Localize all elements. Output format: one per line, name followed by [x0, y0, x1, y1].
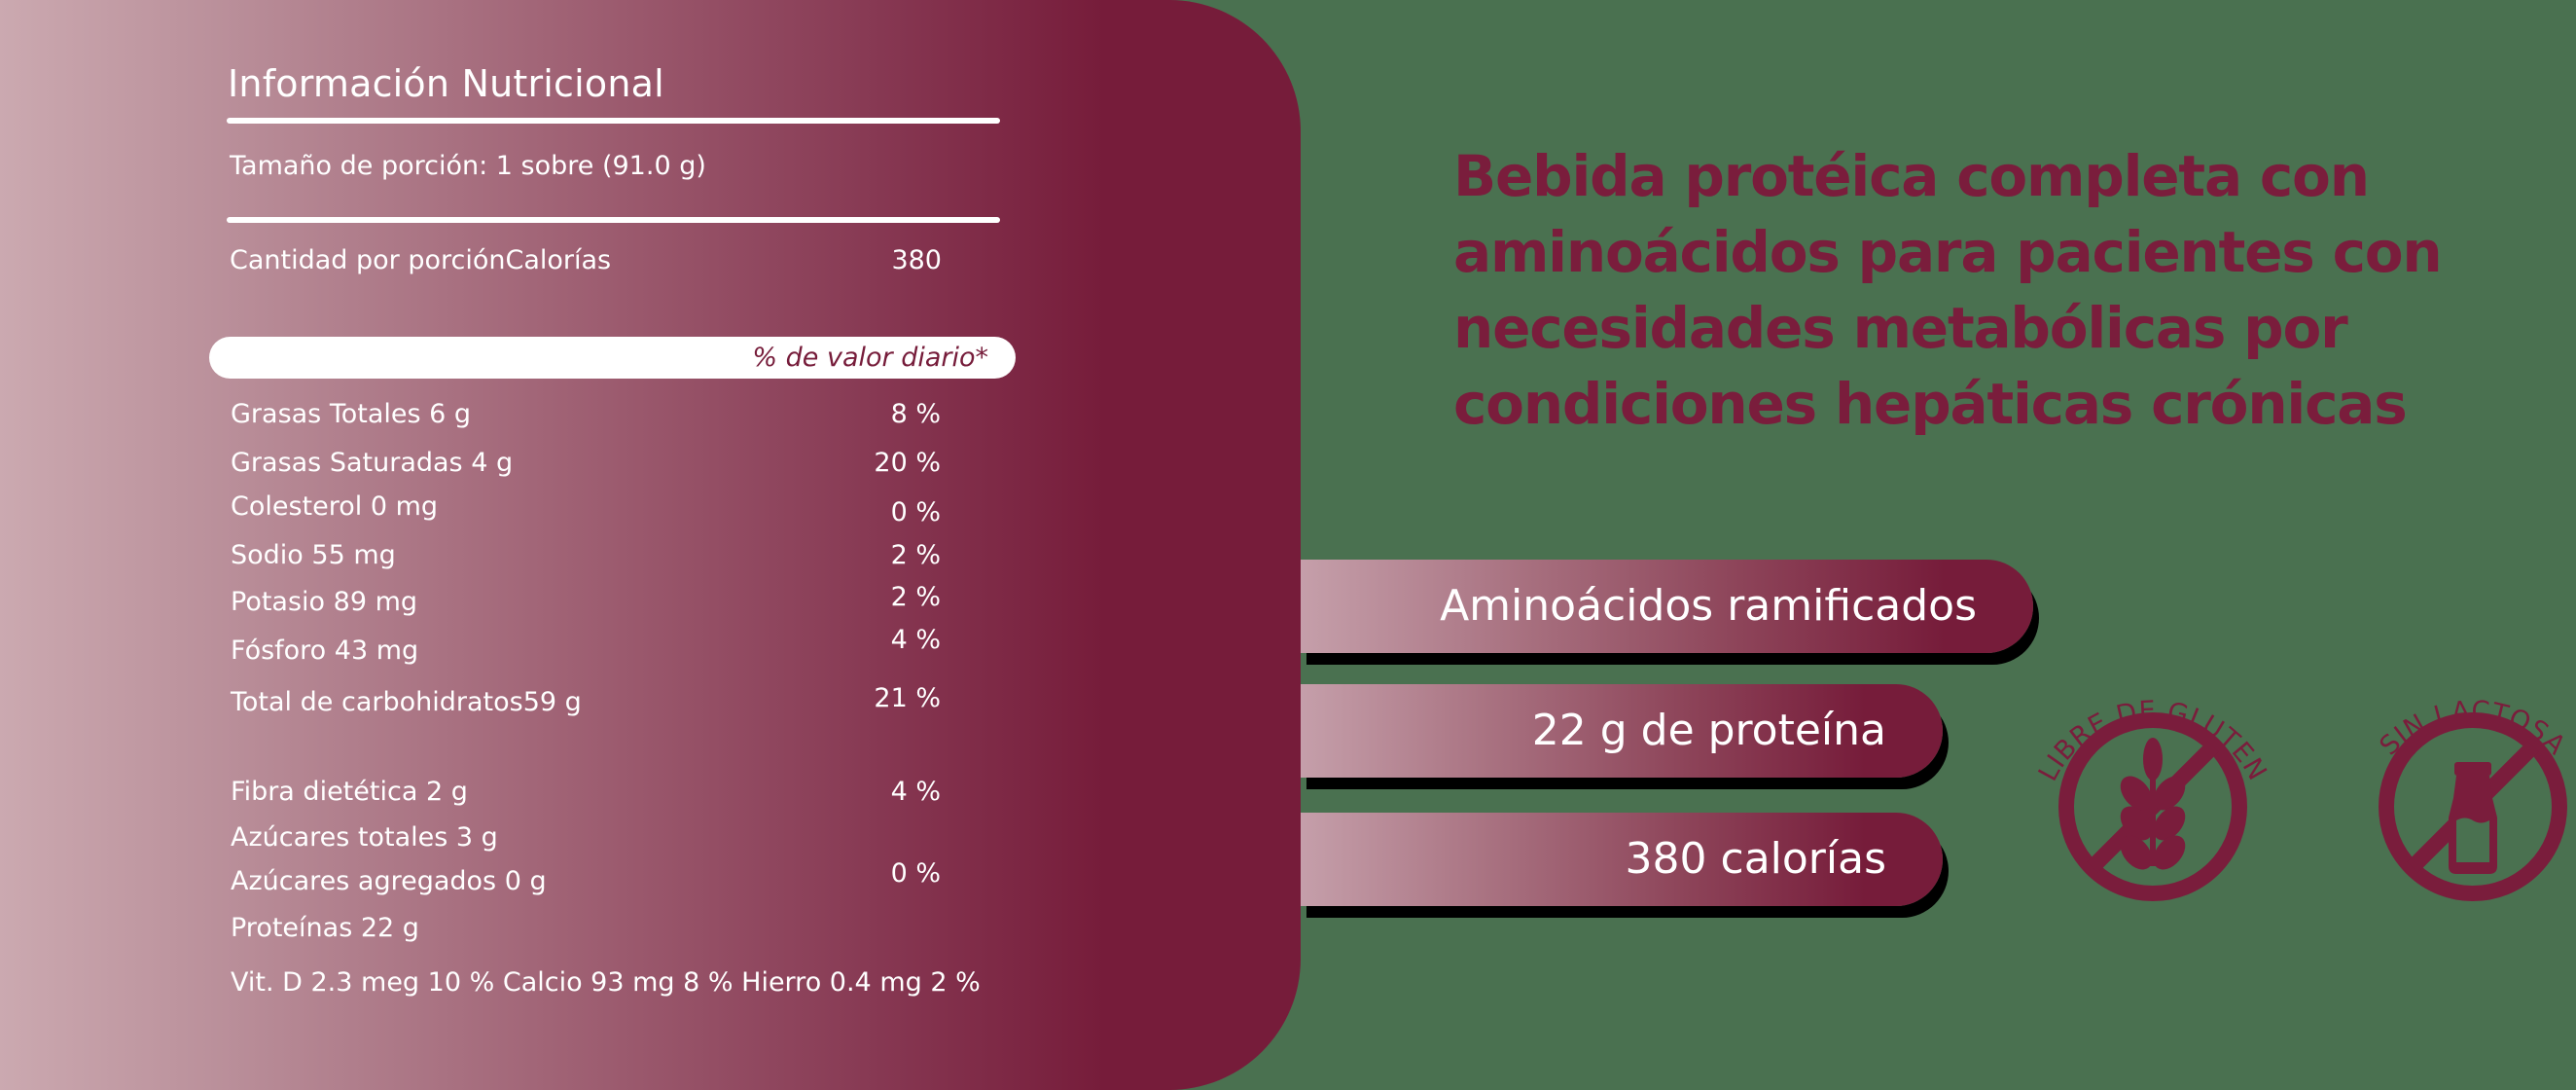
nutrient-label: Grasas Totales 6 g	[231, 399, 472, 429]
nutrient-label: Fósforo 43 mg	[231, 636, 419, 666]
nutrient-pct: 2 %	[890, 582, 941, 612]
amount-per-serving: Cantidad por porciónCalorías	[230, 245, 612, 275]
calories-value: 380	[891, 245, 942, 275]
daily-value-header: % de valor diario*	[209, 337, 1016, 379]
nutrition-title: Información Nutricional	[228, 62, 664, 105]
feature-label: 22 g de proteína	[1531, 706, 1886, 755]
feature-pill-protein: 22 g de proteína	[1301, 684, 1943, 778]
headline-line: Bebida protéica completa con	[1453, 143, 2370, 209]
nutrient-pct: 4 %	[890, 777, 941, 807]
nutrient-label: Total de carbohidratos59 g	[231, 687, 582, 717]
divider-rule	[227, 118, 1000, 124]
divider-rule	[227, 217, 1000, 223]
nutrient-label: Fibra dietética 2 g	[231, 777, 468, 807]
nutrient-pct: 0 %	[890, 858, 941, 889]
milk-bottle-crossed-icon: SIN LACTOSA	[2374, 696, 2571, 901]
daily-value-label: % de valor diario*	[752, 343, 988, 373]
nutrition-panel: Información Nutricional Tamaño de porció…	[0, 0, 1301, 1090]
nutrient-pct: 8 %	[890, 399, 941, 429]
headline-line: aminoácidos para pacientes con	[1453, 219, 2443, 285]
serving-size: Tamaño de porción: 1 sobre (91.0 g)	[230, 151, 706, 181]
headline-line: necesidades metabólicas por	[1453, 295, 2348, 361]
nutrient-label: Azúcares agregados 0 g	[231, 866, 547, 896]
wheat-crossed-icon: LIBRE DE GLUTEN	[2033, 696, 2272, 901]
lactose-free-badge: SIN LACTOSA	[2346, 662, 2576, 915]
vitamins-line: Vit. D 2.3 meg 10 % Calcio 93 mg 8 % Hie…	[231, 967, 981, 998]
nutrient-pct: 0 %	[890, 497, 941, 527]
gluten-free-badge: LIBRE DE GLUTEN	[2026, 662, 2279, 915]
nutrient-label: Proteínas 22 g	[231, 913, 419, 943]
nutrient-label: Sodio 55 mg	[231, 540, 396, 570]
feature-pill-amino-acids: Aminoácidos ramificados	[1301, 560, 2033, 653]
feature-pill-calories: 380 calorías	[1301, 813, 1943, 906]
nutrient-label: Colesterol 0 mg	[231, 491, 439, 522]
nutrient-pct: 2 %	[890, 540, 941, 570]
nutrient-pct: 4 %	[890, 625, 941, 655]
nutrient-pct: 21 %	[874, 683, 941, 713]
nutrient-label: Grasas Saturadas 4 g	[231, 448, 514, 478]
nutrient-label: Potasio 89 mg	[231, 587, 418, 617]
nutrient-label: Azúcares totales 3 g	[231, 822, 498, 853]
product-headline: Bebida protéica completa con aminoácidos…	[1453, 138, 2523, 442]
feature-label: Aminoácidos ramificados	[1440, 581, 1977, 631]
nutrient-pct: 20 %	[874, 448, 941, 478]
feature-label: 380 calorías	[1625, 834, 1886, 884]
headline-line: condiciones hepáticas crónicas	[1453, 371, 2408, 437]
